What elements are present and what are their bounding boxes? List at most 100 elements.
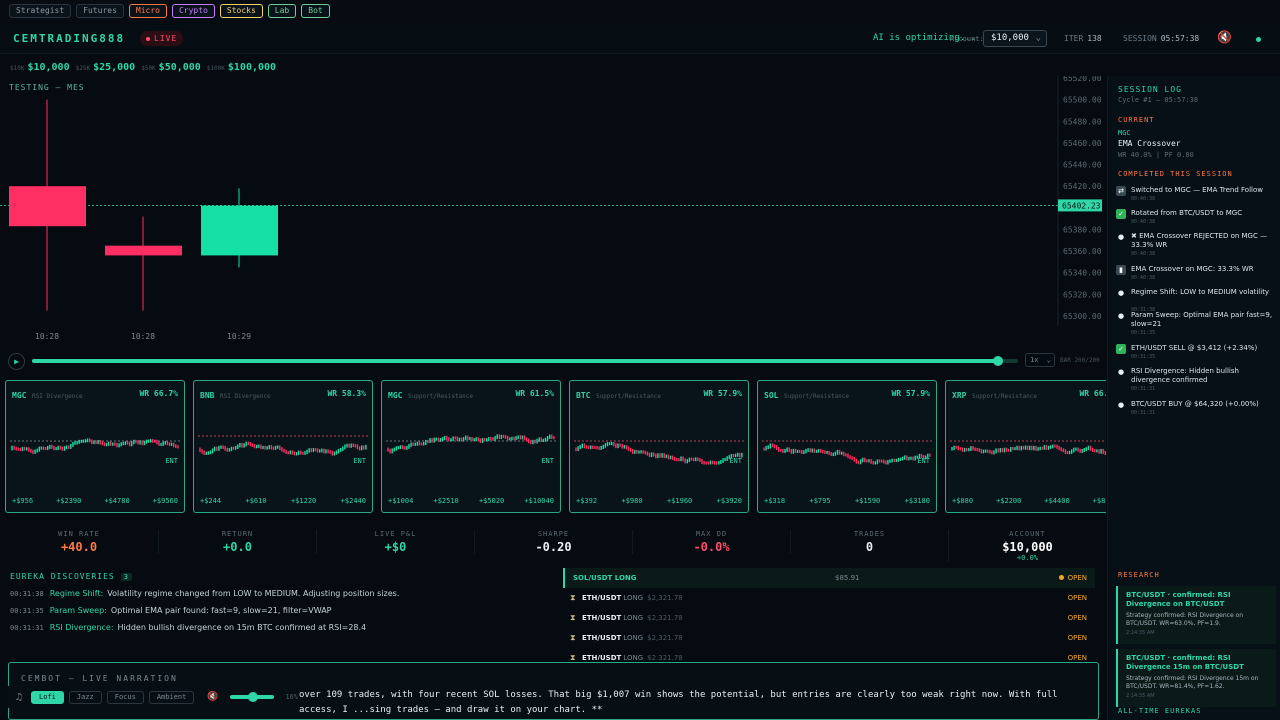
nav-tab-bot[interactable]: Bot (301, 4, 330, 18)
trade-price: $2,321.78 (647, 614, 683, 622)
card-return-value: +$2440 (340, 497, 366, 505)
size-option[interactable]: $25K $25,000 (76, 62, 136, 73)
card-win-rate: WR 61.5% (515, 389, 554, 398)
music-mode-focus[interactable]: Focus (106, 690, 144, 704)
cembot-title: CEMBOT — LIVE NARRATION (21, 674, 178, 683)
research-body: Strategy confirmed: RSI Divergence 15m o… (1126, 675, 1259, 690)
y-tick-label: 65520.00 (1063, 76, 1102, 83)
trade-row[interactable]: ⧗ ETH/USDT LONG $2,321.78 OPEN (563, 648, 1095, 660)
mute-icon[interactable]: 🔇 (1217, 30, 1232, 44)
strategy-card[interactable]: BNB RSI Divergence WR 58.3% ENT +$244 +$610 +$… (193, 380, 373, 513)
size-option[interactable]: $100K $100,000 (207, 62, 276, 73)
card-return-value: +$2390 (56, 497, 82, 505)
app-header: CEMTRADING888 LIVE AI is optimizing... A… (0, 24, 1280, 54)
research-card[interactable]: BTC/USDT · confirmed: RSI Divergence 15m… (1116, 649, 1276, 707)
iter-counter: ITER 138 (1064, 34, 1102, 43)
y-tick-label: 65300.00 (1063, 312, 1102, 321)
card-return-value: +$8800 (1092, 497, 1106, 505)
log-item-icon: ● (1117, 368, 1125, 376)
music-mode-ambient[interactable]: Ambient (148, 690, 195, 704)
nav-tab-futures[interactable]: Futures (76, 4, 124, 18)
main-chart[interactable]: 65520.00 65500.00 65480.00 65460.00 65440.00… (0, 76, 1105, 346)
play-button[interactable]: ▶ (8, 353, 25, 370)
trade-symbol: ETH/USDT LONG $2,321.78 (582, 634, 683, 642)
y-tick-label: 65320.00 (1063, 290, 1102, 299)
nav-tab-lab[interactable]: Lab (267, 4, 297, 18)
speaker-off-icon[interactable]: 🔇 (207, 692, 219, 702)
eureka-kind: Regime Shift: (49, 589, 104, 598)
research-title: BTC/USDT · confirmed: RSI Divergence on … (1126, 591, 1231, 608)
size-option[interactable]: $50K $50,000 (141, 62, 201, 73)
candle-body[interactable] (9, 186, 86, 227)
strategy-card[interactable]: MGC Support/Resistance WR 61.5% ENT +$1004 +$… (381, 380, 561, 513)
strategy-card[interactable]: XRP Support/Resistance WR 66.7% ENT +$880 +$2… (945, 380, 1106, 513)
eureka-count-badge: 3 (120, 573, 132, 581)
size-option[interactable]: $10K $10,000 (10, 62, 70, 73)
candle-body[interactable] (105, 245, 182, 256)
research-card[interactable]: BTC/USDT · confirmed: RSI Divergence on … (1116, 586, 1276, 644)
card-entry-marker: ENT (729, 457, 742, 465)
size-value: $25,000 (93, 61, 136, 73)
card-strategy: Support/Resistance (408, 393, 474, 400)
strategy-card[interactable]: BTC Support/Resistance WR 57.9% ENT +$392 +$9… (569, 380, 749, 513)
candle-body[interactable] (201, 205, 278, 256)
volume-knob[interactable] (247, 692, 258, 702)
eureka-text: Hidden bullish divergence on 15m BTC con… (117, 623, 367, 632)
replay-knob[interactable] (993, 356, 1004, 366)
hourglass-icon: ⧗ (570, 593, 576, 602)
metric-label: LIVE P&L (374, 530, 417, 538)
strategy-card[interactable]: SOL Support/Resistance WR 57.9% ENT +$318 +$7… (757, 380, 937, 513)
trade-status-text: OPEN (1067, 594, 1087, 602)
trade-row[interactable]: ⧗ ETH/USDT LONG $2,321.78 OPEN (563, 628, 1095, 648)
card-symbol: XRP (952, 391, 967, 400)
speed-select[interactable]: 1x ⌄ (1025, 353, 1055, 367)
session-label: SESSION (1123, 34, 1157, 43)
card-return-value: +$10040 (524, 497, 554, 505)
trade-status: OPEN (1068, 594, 1087, 602)
metric-value: 0 (865, 540, 874, 554)
card-return-value: +$1004 (388, 497, 414, 505)
trade-side: LONG (623, 614, 644, 622)
card-sparkline (198, 435, 370, 456)
account-select[interactable]: $10,000 ⌄ (983, 30, 1047, 47)
log-item-icon: ✓ (1116, 209, 1126, 219)
cycle-label: Cycle #1 — 05:57:38 (1118, 96, 1199, 104)
hourglass-icon: ⧗ (570, 613, 576, 622)
metric-value: +0.0 (223, 540, 252, 554)
current-price-label: 65402.23 (1062, 201, 1101, 210)
metric-value: $10,000 (1002, 540, 1053, 554)
account-select-value: $10,000 (991, 33, 1029, 43)
volume-slider[interactable] (229, 692, 275, 702)
log-item-text: EMA Crossover on MGC: 33.3% WR (1131, 265, 1254, 273)
session-sidebar: SESSION LOG Cycle #1 — 05:57:38 CURRENT … (1107, 76, 1280, 720)
log-item-icon: ● (1117, 289, 1125, 297)
research-title: BTC/USDT · confirmed: RSI Divergence 15m… (1126, 654, 1244, 671)
trade-side: LONG (623, 594, 644, 602)
card-win-rate: WR 66.7% (1079, 389, 1106, 398)
trade-row[interactable]: ⧗ ETH/USDT LONG $2,321.78 OPEN (563, 588, 1095, 608)
size-short: $10K (10, 64, 25, 72)
card-return-value: +$4780 (104, 497, 130, 505)
trade-status: OPEN (1058, 574, 1087, 582)
replay-slider[interactable] (32, 356, 1018, 366)
nav-tab-crypto[interactable]: Crypto (171, 4, 215, 18)
nav-tab-strategist[interactable]: Strategist (9, 4, 72, 18)
nav-tab-stocks[interactable]: Stocks (219, 4, 263, 18)
candlestick-chart[interactable]: 65520.00 65500.00 65480.00 65460.00 65440.00… (0, 76, 1105, 346)
trade-row[interactable]: SOL/USDT LONG $85.91 OPEN (563, 568, 1095, 588)
trade-row[interactable]: ⧗ ETH/USDT LONG $2,321.78 OPEN (563, 608, 1095, 628)
music-mode-jazz[interactable]: Jazz (68, 690, 102, 704)
metric-max-dd: MAX DD -0.0% (632, 530, 790, 554)
eureka-title-text: EUREKA DISCOVERIES (10, 572, 115, 581)
size-value: $100,000 (227, 61, 277, 73)
card-return-value: +$318 (764, 497, 786, 505)
music-mode-lofi[interactable]: Lofi (31, 690, 64, 704)
card-win-rate: WR 57.9% (891, 389, 930, 398)
metric-value: -0.0% (693, 540, 730, 554)
session-value: 05:57:38 (1160, 34, 1200, 43)
strategy-card[interactable]: MGC RSI Divergence WR 66.7% ENT +$956 +$2390 +… (5, 380, 185, 513)
card-returns: +$392 +$980 +$1960 +$3920 (576, 497, 742, 505)
chart-title: TESTING — MES (9, 83, 85, 92)
nav-tab-micro[interactable]: Micro (128, 4, 167, 18)
log-item-time: 00:40:38 (1131, 251, 1156, 257)
